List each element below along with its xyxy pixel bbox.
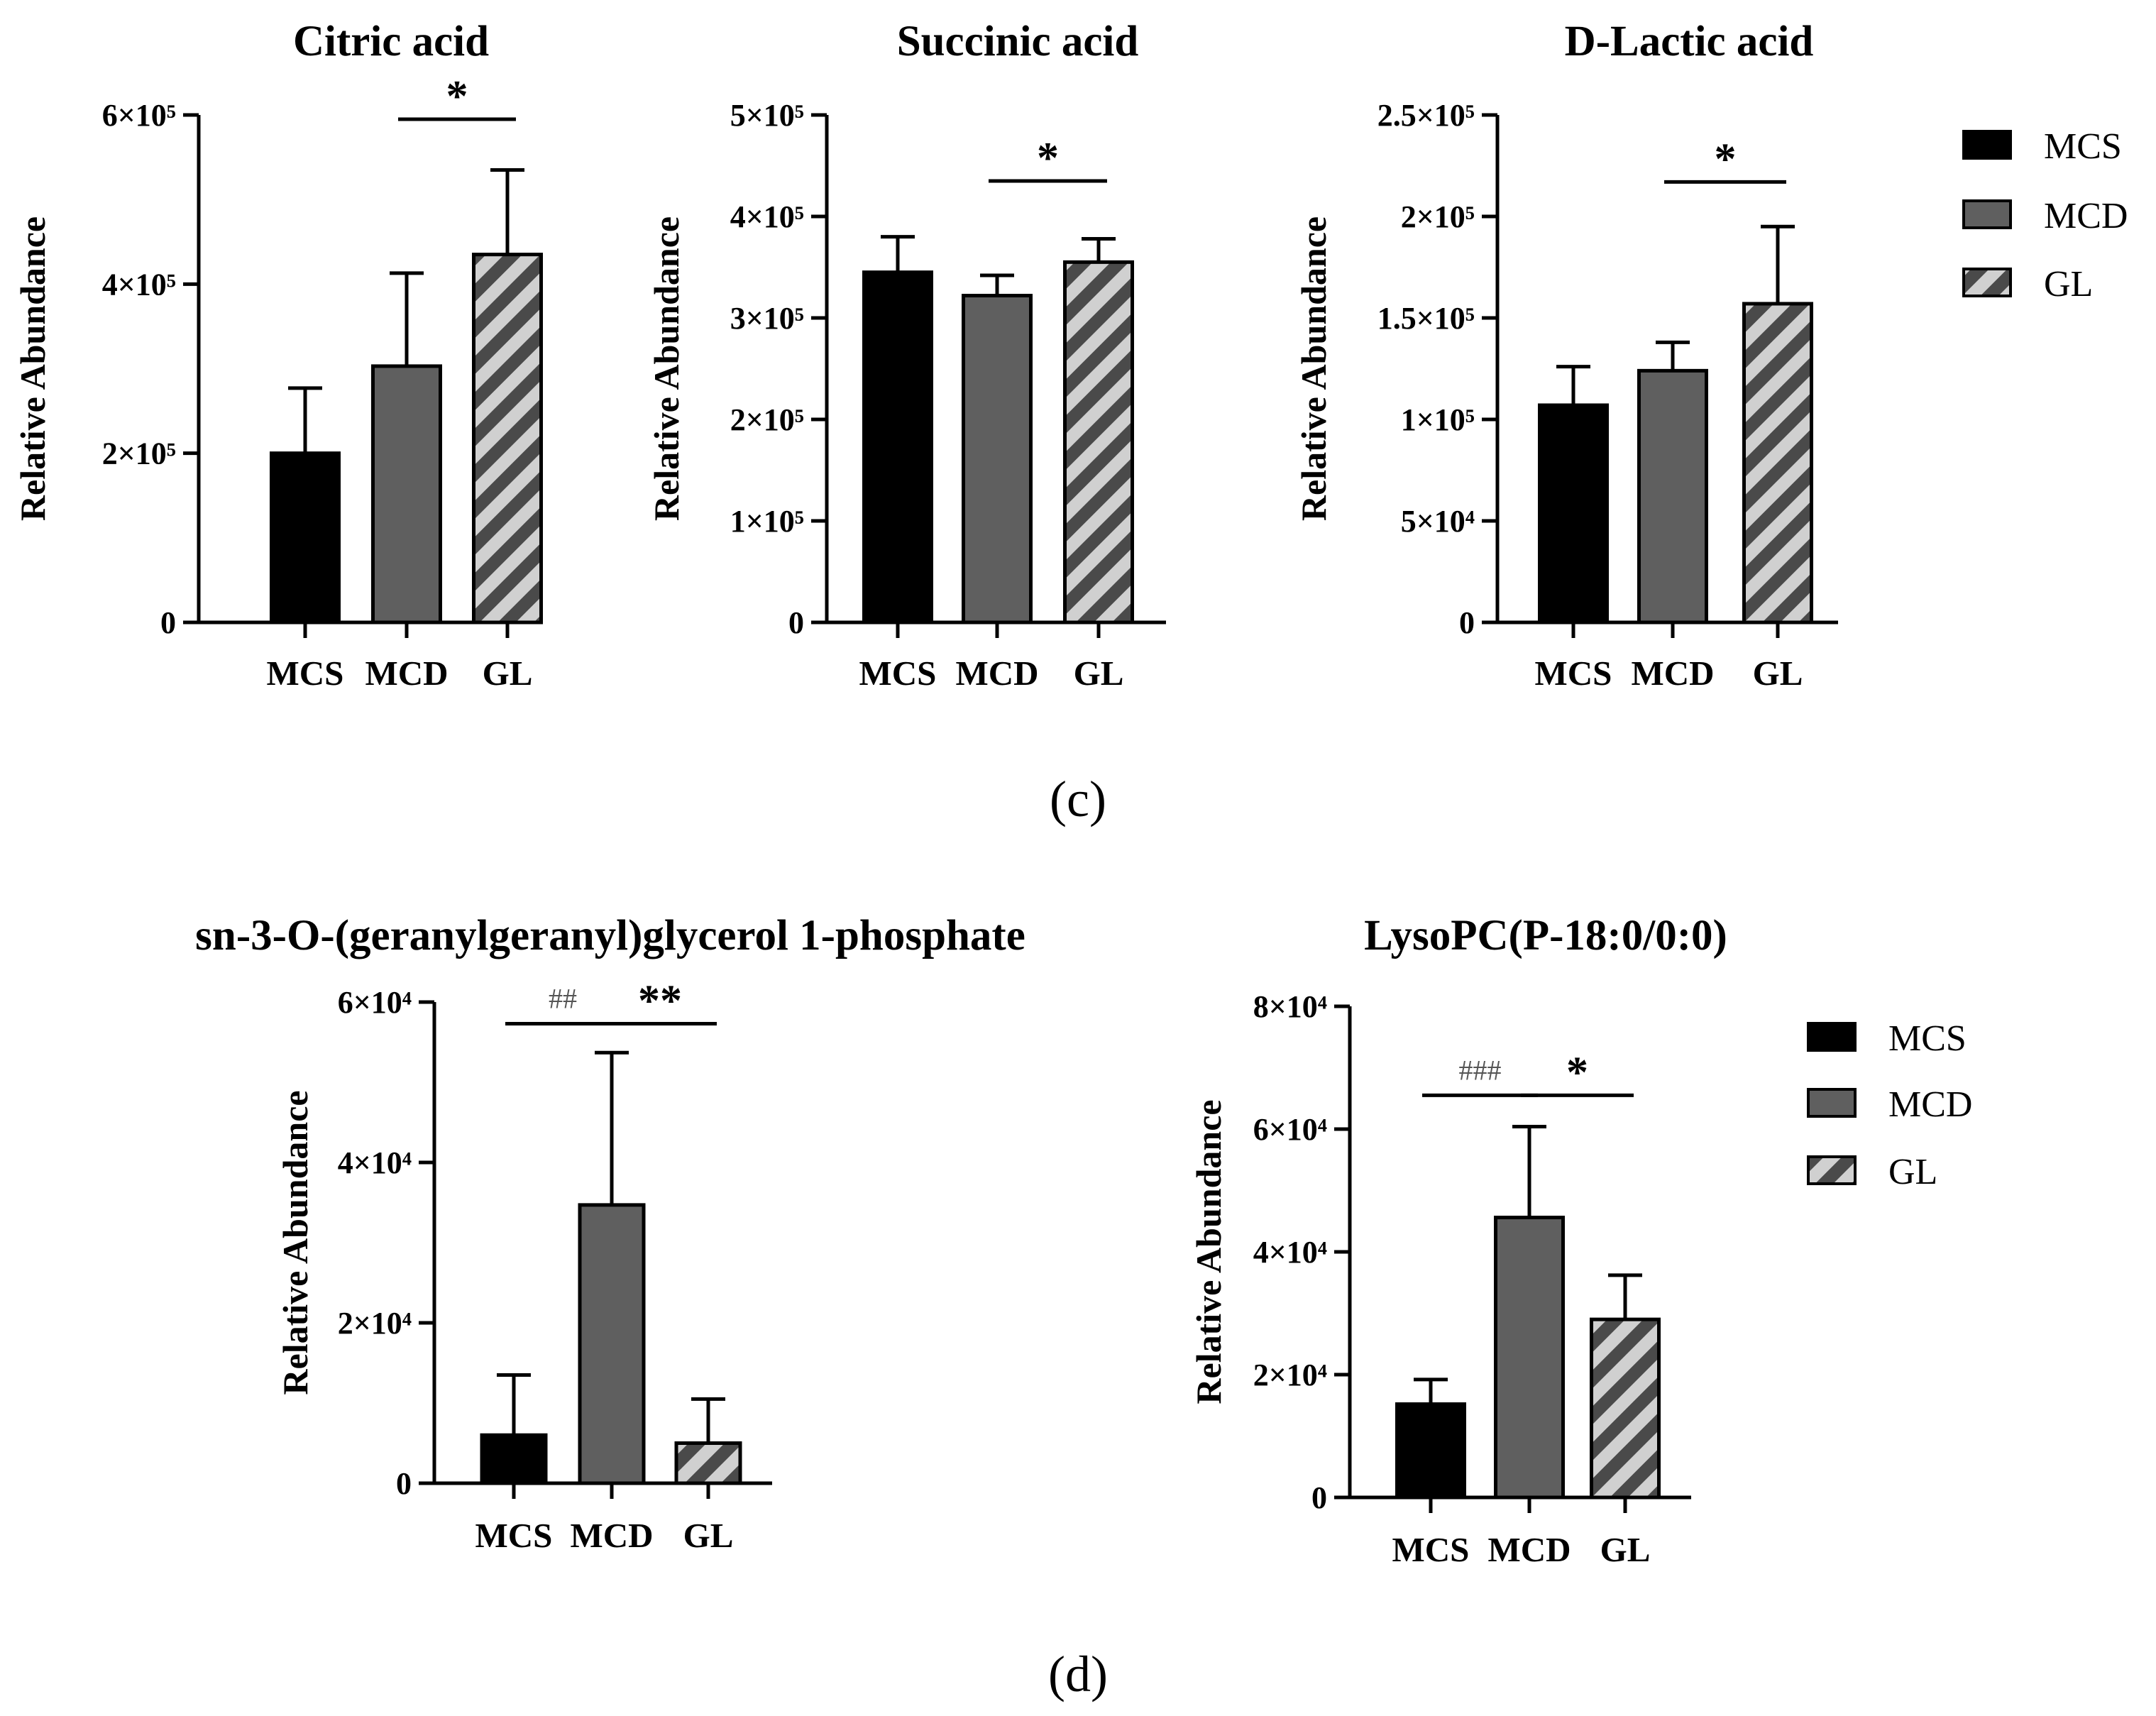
x-tick-label-mcd: MCD: [955, 654, 1038, 693]
y-tick-label: 3×10⁵: [730, 301, 804, 336]
significance-star: *: [1037, 134, 1059, 182]
y-axis-label: Relative Abundance: [275, 1090, 315, 1395]
chart-2: Succinic acid Relative Abundance 0 1×10⁵ 2×1…: [647, 18, 1166, 693]
y-tick-label: 4×10⁴: [338, 1145, 412, 1180]
legend-top-label-gl: GL: [2044, 264, 2093, 304]
bar-mcd: [962, 294, 1033, 625]
x-tick-label-mcs: MCS: [1535, 654, 1612, 693]
bar-gl: [472, 253, 543, 625]
y-axis-label: Relative Abundance: [13, 216, 53, 521]
y-tick-label: 2×10⁵: [730, 402, 804, 437]
y-tick-label: 4×10⁵: [730, 199, 804, 234]
y-axis-label: Relative Abundance: [647, 216, 686, 521]
y-tick-label: 5×10⁴: [1401, 504, 1475, 539]
y-tick-label: 1×10⁵: [1401, 402, 1475, 437]
legend-top-swatch-mcd: [1962, 199, 2012, 229]
legend-bottom-swatch-gl: [1807, 1155, 1857, 1185]
chart-title: Succinic acid: [897, 18, 1139, 65]
x-tick-label-mcs: MCS: [475, 1516, 553, 1555]
y-tick-label: 6×10⁵: [102, 98, 176, 133]
significance-star: *: [1566, 1048, 1588, 1096]
bar-mcs: [480, 1433, 548, 1485]
legend-top-label-mcs: MCS: [2044, 126, 2122, 167]
chart-title: LysoPC(P-18:0/0:0): [1364, 912, 1727, 959]
significance-hash: ###: [1459, 1054, 1502, 1086]
chart-title: sn-3-O-(geranylgeranyl)glycerol 1-phosph…: [195, 912, 1025, 959]
bar-mcd: [371, 364, 442, 625]
chart-title: Citric acid: [293, 18, 489, 65]
bar-gl: [1063, 260, 1134, 625]
x-tick-label-mcs: MCS: [1392, 1530, 1470, 1569]
y-tick-label: 4×10⁵: [102, 267, 176, 302]
x-tick-label-gl: GL: [483, 654, 533, 693]
bar-gl: [1590, 1317, 1661, 1500]
legend-bottom-label-mcd: MCD: [1888, 1084, 1972, 1125]
y-tick-label: 0: [1311, 1480, 1327, 1515]
significance-star: *: [1715, 135, 1737, 183]
chart-1: Citric acid Relative Abundance 0 2×10⁵ 4×10⁵…: [13, 18, 543, 693]
bar-mcs: [862, 270, 933, 625]
x-tick-label-gl: GL: [683, 1516, 734, 1555]
y-tick-label: 0: [1459, 605, 1475, 640]
y-tick-label: 6×10⁴: [1253, 1112, 1327, 1147]
y-tick-label: 0: [788, 605, 804, 640]
y-tick-label: 0: [160, 605, 176, 640]
y-tick-label: 2.5×10⁵: [1377, 98, 1475, 133]
bar-mcs: [1395, 1402, 1466, 1500]
chart-5: LysoPC(P-18:0/0:0) Relative Abundance 0 2×1…: [1189, 912, 1727, 1569]
bar-gl: [674, 1441, 742, 1485]
significance-star: **: [638, 977, 682, 1025]
legend-bottom: MCS MCD GL: [1807, 1018, 1972, 1192]
x-tick-label-gl: GL: [1600, 1530, 1651, 1569]
legend-bottom-label-gl: GL: [1888, 1152, 1937, 1192]
legend-top-label-mcd: MCD: [2044, 196, 2128, 236]
bar-gl: [1742, 302, 1813, 625]
x-tick-label-mcs: MCS: [859, 654, 937, 693]
y-tick-label: 6×10⁴: [338, 985, 412, 1020]
y-tick-label: 1.5×10⁵: [1377, 301, 1475, 336]
chart-title: D-Lactic acid: [1565, 18, 1814, 65]
y-tick-label: 2×10⁴: [338, 1306, 412, 1341]
legend-top-swatch-mcs: [1962, 130, 2012, 160]
bar-mcd: [1637, 368, 1708, 625]
bar-mcs: [1538, 403, 1609, 625]
y-axis-label: Relative Abundance: [1294, 216, 1333, 521]
y-tick-label: 5×10⁵: [730, 98, 804, 133]
significance-hash: ##: [549, 983, 577, 1015]
bar-mcs: [270, 451, 341, 625]
legend-bottom-swatch-mcd: [1807, 1088, 1857, 1118]
x-tick-label-mcs: MCS: [267, 654, 344, 693]
bar-mcd: [1494, 1216, 1565, 1500]
y-tick-label: 2×10⁵: [102, 436, 176, 471]
y-axis-label: Relative Abundance: [1189, 1099, 1228, 1404]
x-tick-label-gl: GL: [1753, 654, 1803, 693]
x-tick-label-mcd: MCD: [1631, 654, 1714, 693]
y-tick-label: 4×10⁴: [1253, 1235, 1327, 1270]
legend-bottom-swatch-mcs: [1807, 1022, 1857, 1052]
legend-top-swatch-gl: [1962, 268, 2012, 297]
chart-4: sn-3-O-(geranylgeranyl)glycerol 1-phosph…: [195, 912, 1025, 1555]
y-tick-label: 1×10⁵: [730, 504, 804, 539]
x-tick-label-mcd: MCD: [570, 1516, 653, 1555]
y-tick-label: 2×10⁴: [1253, 1358, 1327, 1392]
legend-bottom-label-mcs: MCS: [1888, 1018, 1967, 1059]
y-tick-label: 8×10⁴: [1253, 989, 1327, 1024]
charts-layer: Citric acid Relative Abundance 0 2×10⁵ 4×10⁵…: [13, 18, 1838, 1569]
significance-star: *: [446, 72, 468, 121]
bar-mcd: [578, 1203, 646, 1485]
panel-label-c: (c): [1050, 771, 1106, 827]
x-tick-label-gl: GL: [1074, 654, 1124, 693]
y-tick-label: 0: [396, 1466, 412, 1501]
legend-top: MCS MCD GL: [1962, 126, 2128, 304]
x-tick-label-mcd: MCD: [1487, 1530, 1571, 1569]
x-tick-label-mcd: MCD: [365, 654, 448, 693]
chart-3: D-Lactic acid Relative Abundance 0 5×10⁴ 1×1…: [1294, 18, 1838, 693]
panel-label-d: (d): [1048, 1646, 1108, 1703]
y-tick-label: 2×10⁵: [1401, 199, 1475, 234]
